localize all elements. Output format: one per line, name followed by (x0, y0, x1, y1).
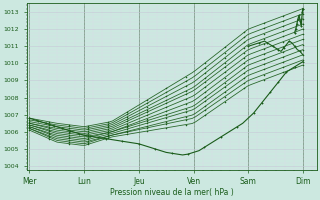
X-axis label: Pression niveau de la mer( hPa ): Pression niveau de la mer( hPa ) (110, 188, 234, 197)
